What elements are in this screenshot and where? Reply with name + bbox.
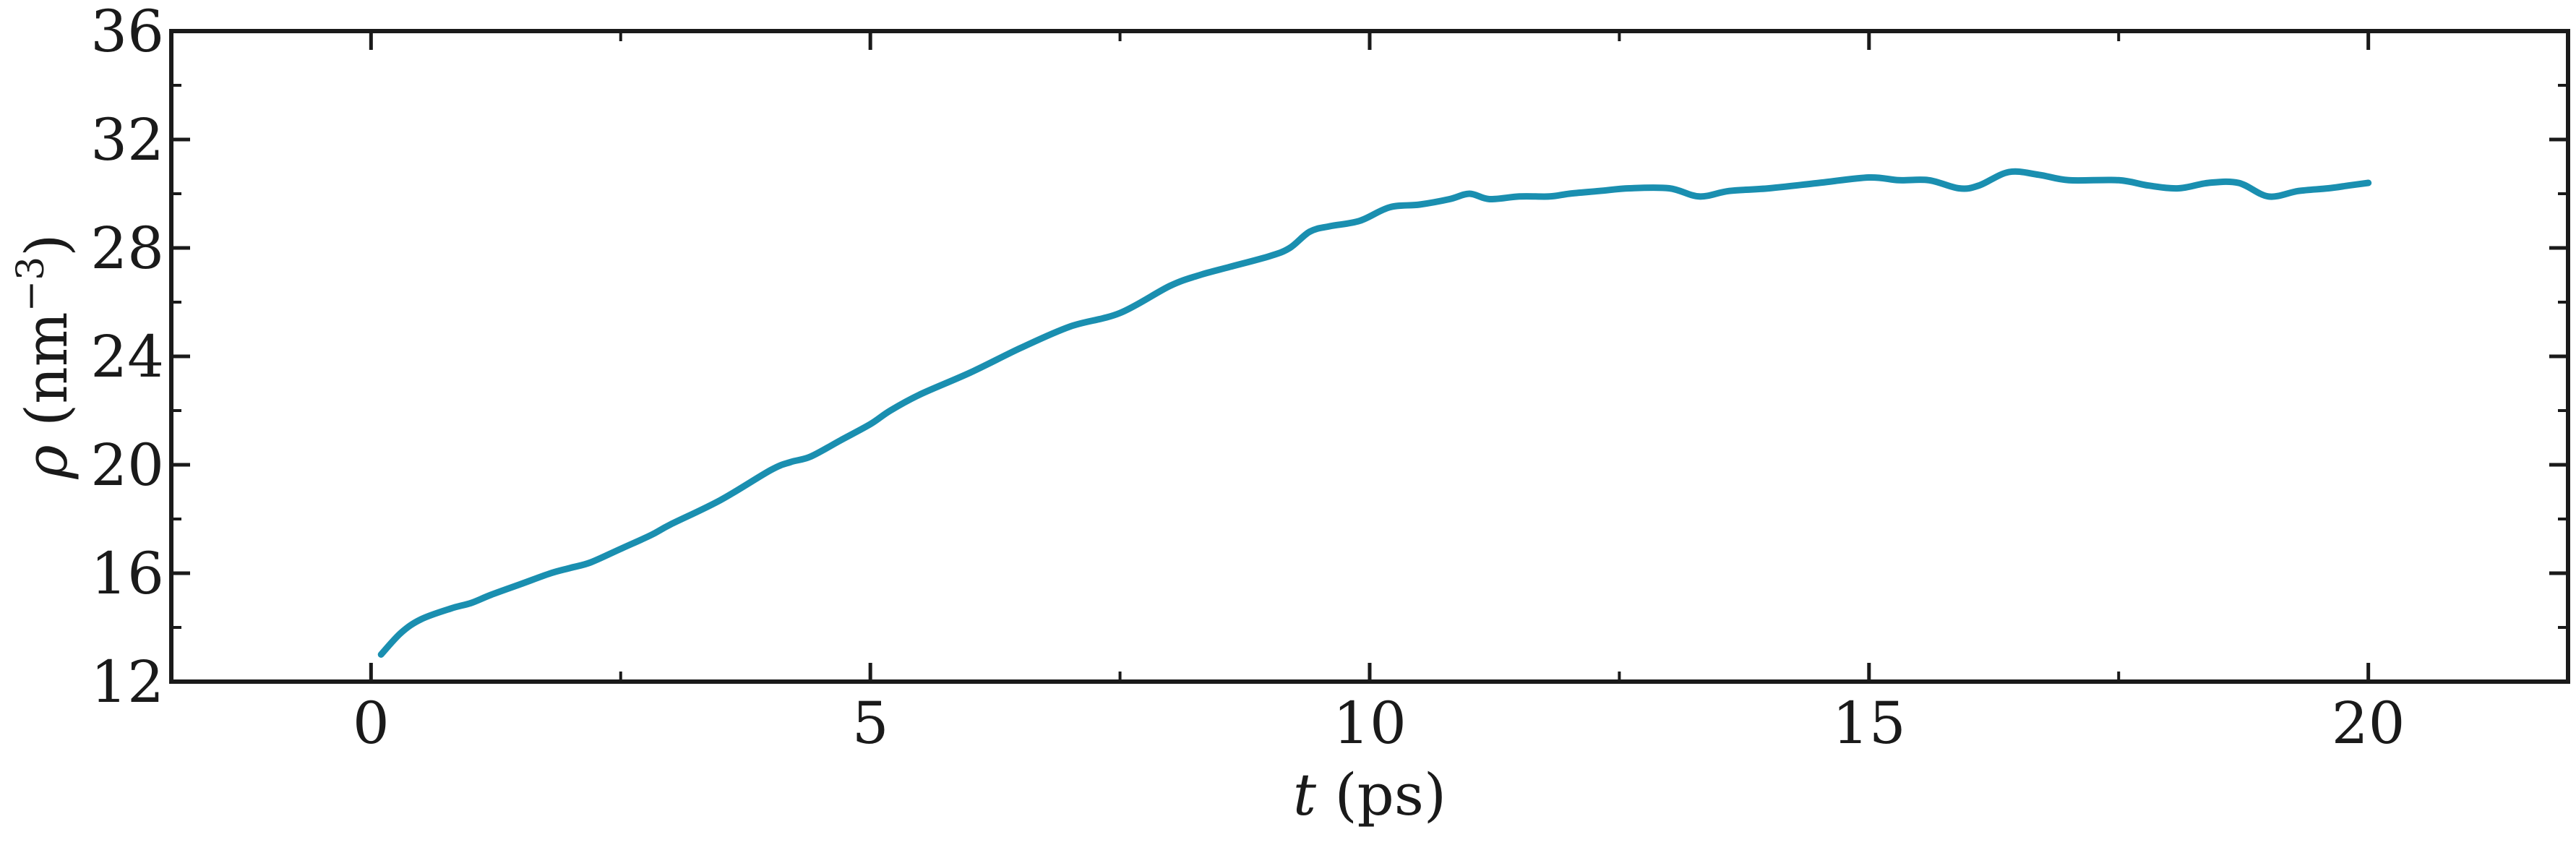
y-tick-label: 12 <box>90 648 164 716</box>
plot-frame <box>169 29 2570 684</box>
y-tick-label: 16 <box>90 540 164 607</box>
x-axis-label-variable: t <box>1293 761 1317 828</box>
y-tick-label: 32 <box>90 106 164 173</box>
y-tick-label: 20 <box>90 432 164 499</box>
x-axis-label-unit: (ps) <box>1316 761 1446 828</box>
x-tick-label: 10 <box>1333 690 1407 757</box>
y-tick-label: 36 <box>90 0 164 65</box>
y-axis-label-variable: ρ <box>13 445 80 479</box>
y-axis-label-exponent: −3 <box>9 257 53 312</box>
y-tick-label: 28 <box>90 215 164 282</box>
y-axis-label-close: ) <box>13 234 80 257</box>
y-axis-label: ρ (nm−3) <box>9 234 80 480</box>
x-axis-label: t (ps) <box>1293 761 1446 828</box>
x-tick-label: 20 <box>2332 690 2405 757</box>
ticks-layer <box>171 29 2568 684</box>
x-tick-label: 5 <box>852 690 889 757</box>
x-tick-label: 15 <box>1832 690 1906 757</box>
tick-labels-layer: 0 5 10 15 20 12 16 20 24 28 32 36 <box>90 0 2405 757</box>
y-axis-label-unit: (nm <box>13 312 80 445</box>
x-tick-label: 0 <box>353 690 390 757</box>
density-series-line <box>377 168 2372 658</box>
y-tick-label: 24 <box>90 323 164 390</box>
